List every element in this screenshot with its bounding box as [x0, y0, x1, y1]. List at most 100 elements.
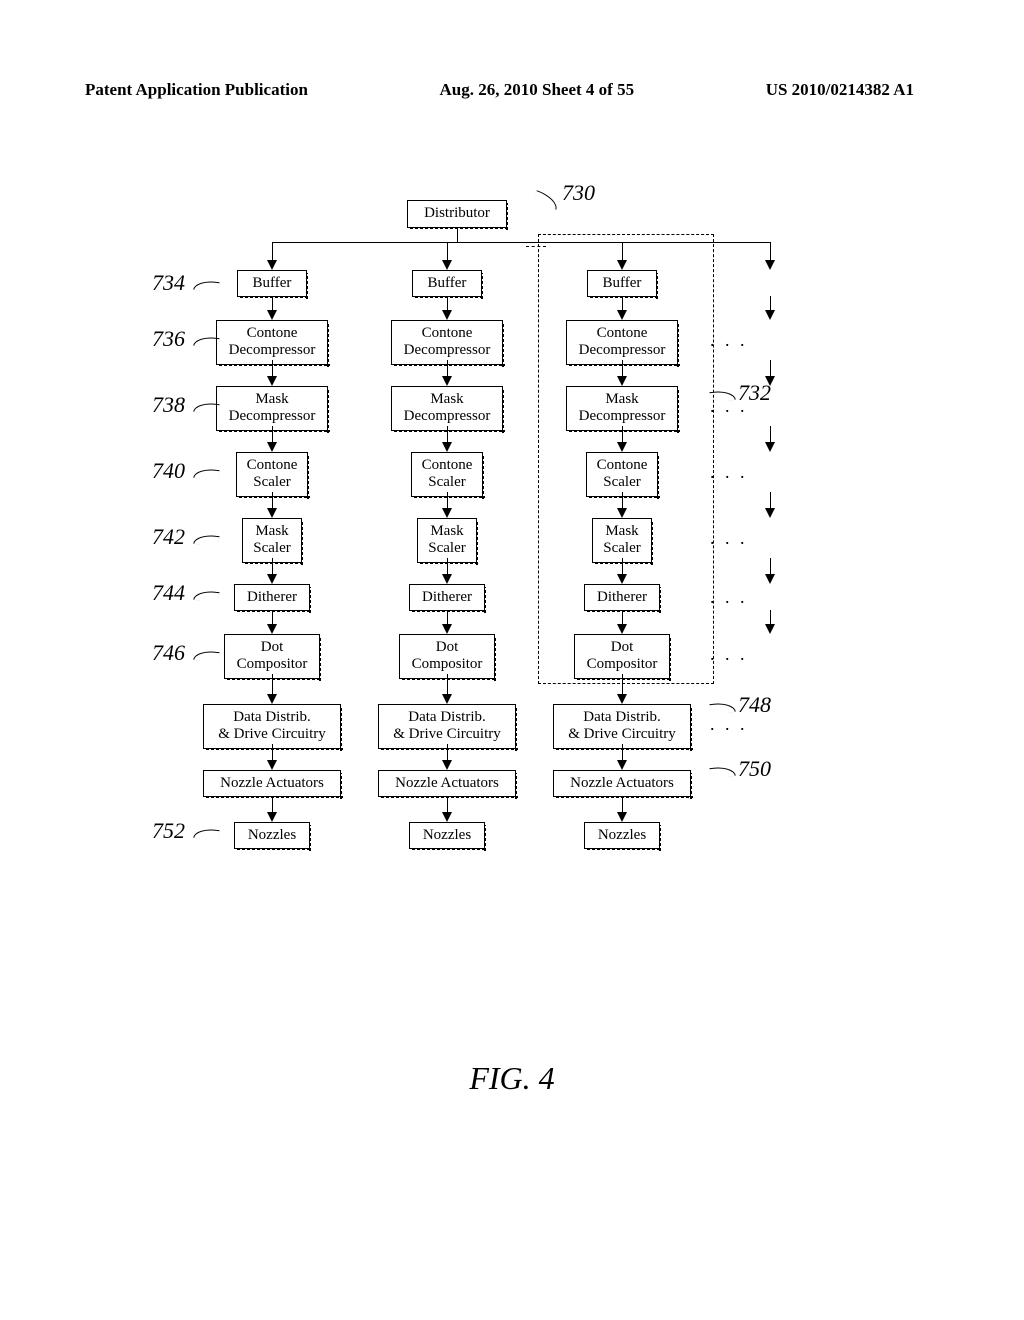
740-box: ContoneScaler — [411, 452, 483, 497]
752-box: Nozzles — [409, 822, 485, 849]
ref-label-752: 752 — [152, 818, 185, 844]
arrowhead-icon — [442, 812, 452, 822]
738-box: MaskDecompressor — [216, 386, 328, 431]
748-box: Data Distrib.& Drive Circuitry — [203, 704, 341, 749]
arrowhead-icon — [442, 376, 452, 386]
734-box: Buffer — [412, 270, 482, 297]
connector-line — [622, 744, 623, 761]
connector-line — [770, 492, 771, 509]
ref-label-742: 742 — [152, 524, 185, 550]
750-box: Nozzle Actuators — [378, 770, 516, 797]
connector-line — [272, 674, 273, 695]
arrowhead-icon — [267, 760, 277, 770]
label-tick — [709, 764, 736, 780]
connector-line — [770, 426, 771, 443]
arrowhead-icon — [442, 310, 452, 320]
ellipsis-icon: . . . — [710, 528, 748, 549]
label-tick — [193, 278, 220, 294]
arrowhead-icon — [267, 812, 277, 822]
arrowhead-icon — [442, 442, 452, 452]
connector-line — [272, 360, 273, 377]
header-right: US 2010/0214382 A1 — [766, 80, 914, 100]
arrowhead-icon — [267, 694, 277, 704]
connector-line — [770, 296, 771, 311]
arrowhead-icon — [267, 260, 277, 270]
arrowhead-icon — [267, 574, 277, 584]
connector-line — [272, 296, 273, 311]
ref-label-734: 734 — [152, 270, 185, 296]
752-box: Nozzles — [234, 822, 310, 849]
connector-line — [447, 674, 448, 695]
label-tick — [193, 648, 220, 664]
744-box: Ditherer — [409, 584, 485, 611]
connector-line — [272, 492, 273, 509]
750-box: Nozzle Actuators — [553, 770, 691, 797]
748-box: Data Distrib.& Drive Circuitry — [378, 704, 516, 749]
connector-line — [447, 426, 448, 443]
distributor-box: Distributor — [407, 200, 507, 228]
arrowhead-icon — [617, 812, 627, 822]
arrowhead-icon — [267, 624, 277, 634]
ref-label-750: 750 — [738, 756, 771, 782]
connector-line — [770, 558, 771, 575]
connector-line — [272, 558, 273, 575]
connector-line — [272, 242, 273, 261]
ref-label-744: 744 — [152, 580, 185, 606]
746-box: DotCompositor — [399, 634, 495, 679]
label-tick — [193, 532, 220, 548]
connector-line — [622, 796, 623, 813]
742-box: MaskScaler — [417, 518, 477, 563]
arrowhead-icon — [267, 442, 277, 452]
label-tick — [533, 190, 561, 210]
connector-line — [272, 796, 273, 813]
header-center: Aug. 26, 2010 Sheet 4 of 55 — [440, 80, 635, 100]
ellipsis-icon: . . . — [710, 644, 748, 665]
connector-line — [447, 796, 448, 813]
arrowhead-icon — [765, 260, 775, 270]
connector-line — [447, 610, 448, 625]
736-box: ContoneDecompressor — [216, 320, 328, 365]
connector-line — [770, 610, 771, 625]
ref-label-740: 740 — [152, 458, 185, 484]
connector-line — [447, 296, 448, 311]
arrowhead-icon — [765, 508, 775, 518]
ref-label-730: 730 — [562, 180, 595, 206]
arrowhead-icon — [617, 694, 627, 704]
connector-line — [272, 744, 273, 761]
ref-label-746: 746 — [152, 640, 185, 666]
connector-line — [457, 228, 458, 242]
connector-line — [272, 426, 273, 443]
connector-line — [272, 610, 273, 625]
group-outline — [538, 234, 714, 684]
arrowhead-icon — [267, 508, 277, 518]
736-box: ContoneDecompressor — [391, 320, 503, 365]
label-tick — [193, 588, 220, 604]
label-tick — [193, 826, 220, 842]
750-box: Nozzle Actuators — [203, 770, 341, 797]
740-box: ContoneScaler — [236, 452, 308, 497]
arrowhead-icon — [765, 310, 775, 320]
738-box: MaskDecompressor — [391, 386, 503, 431]
connector-line — [770, 360, 771, 377]
label-tick — [193, 466, 220, 482]
748-box: Data Distrib.& Drive Circuitry — [553, 704, 691, 749]
arrowhead-icon — [442, 260, 452, 270]
arrowhead-icon — [442, 574, 452, 584]
connector-line — [447, 242, 448, 261]
connector-line — [447, 360, 448, 377]
arrowhead-icon — [765, 624, 775, 634]
arrowhead-icon — [267, 376, 277, 386]
connector-line — [447, 558, 448, 575]
arrowhead-icon — [267, 310, 277, 320]
744-box: Ditherer — [234, 584, 310, 611]
ref-label-748: 748 — [738, 692, 771, 718]
group-outline-inner — [526, 246, 546, 247]
header-left: Patent Application Publication — [85, 80, 308, 100]
742-box: MaskScaler — [242, 518, 302, 563]
752-box: Nozzles — [584, 822, 660, 849]
ellipsis-icon: . . . — [710, 587, 748, 608]
746-box: DotCompositor — [224, 634, 320, 679]
figure-label: FIG. 4 — [469, 1060, 554, 1097]
arrowhead-icon — [765, 442, 775, 452]
connector-line — [447, 744, 448, 761]
